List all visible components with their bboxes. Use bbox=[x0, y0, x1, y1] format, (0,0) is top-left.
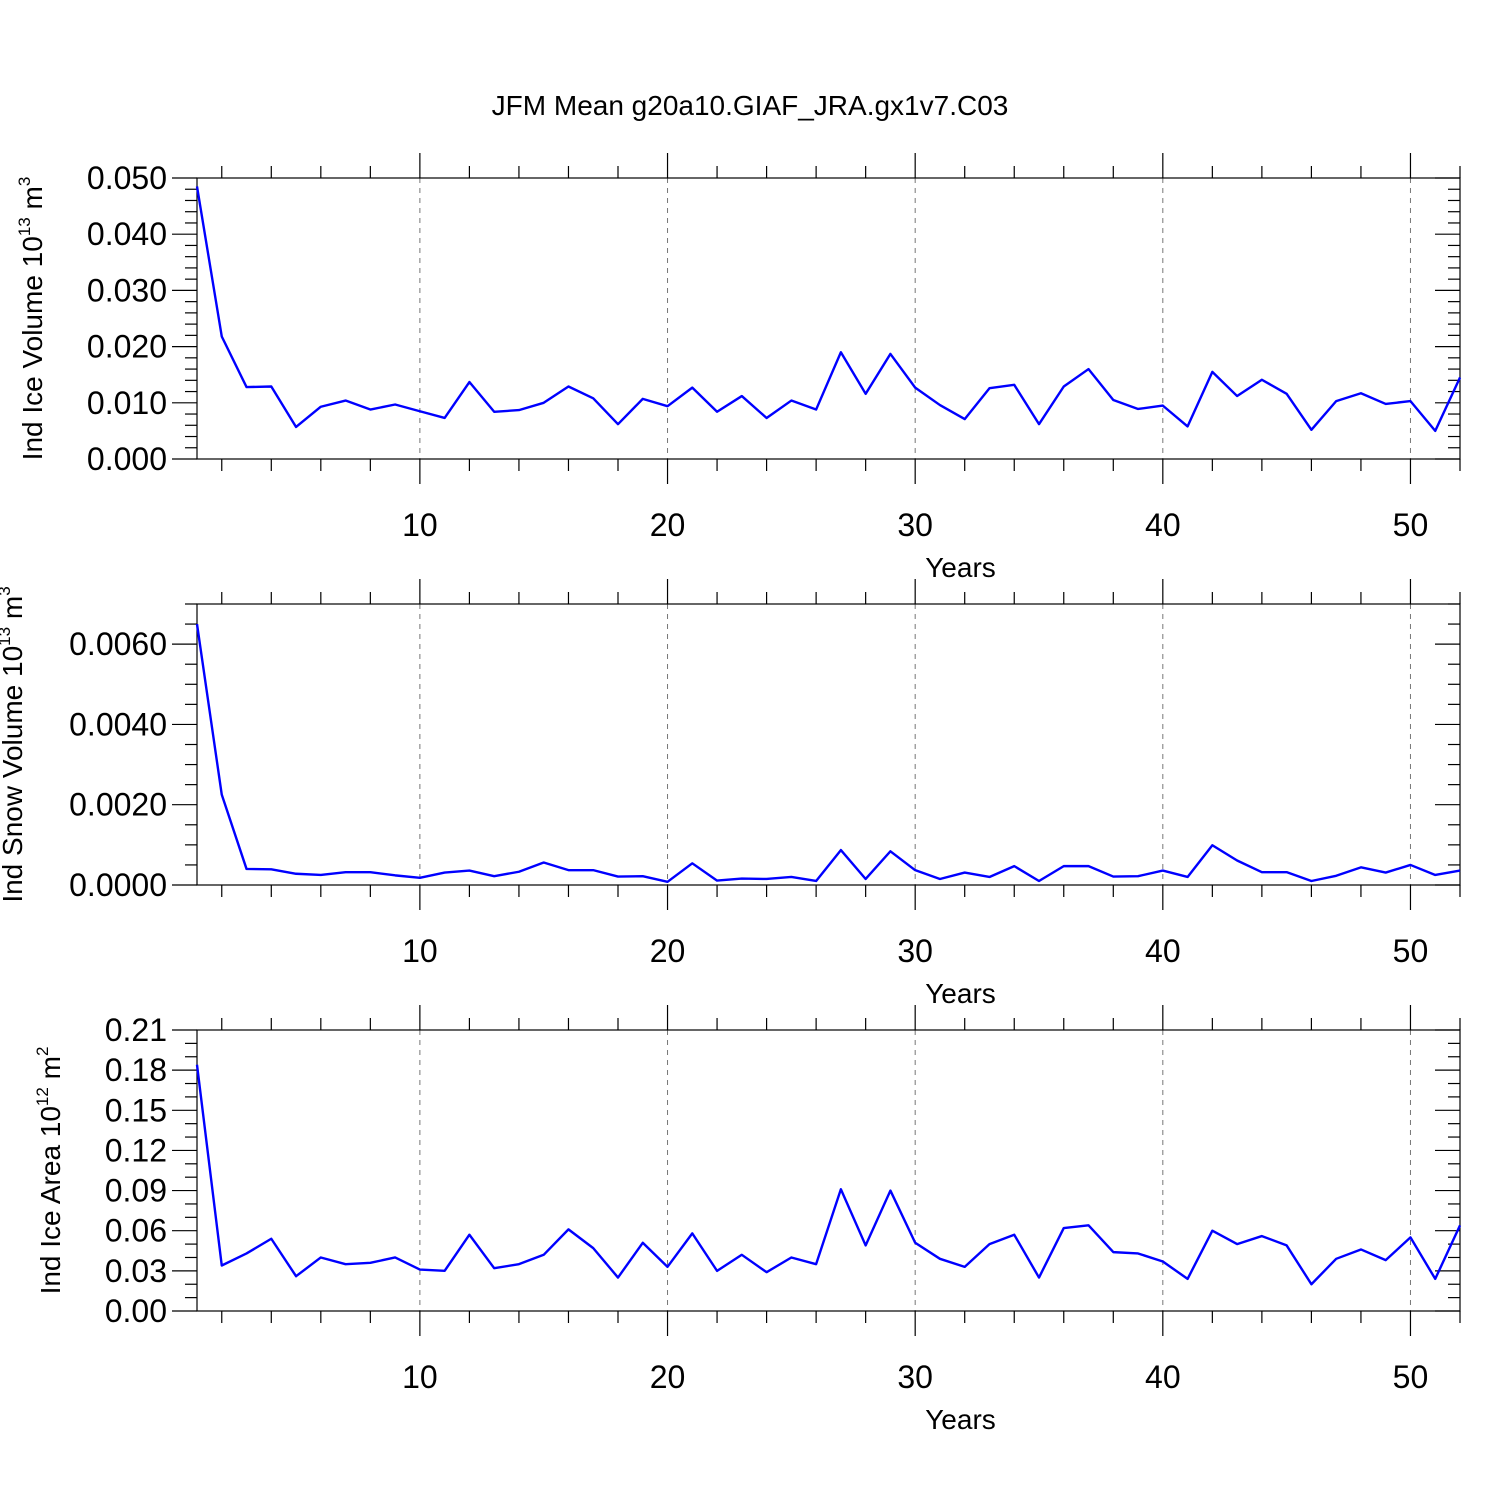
ice-area-y-tick-label-7: 0.21 bbox=[105, 1012, 167, 1048]
ice-volume-series-line-0 bbox=[195, 186, 1462, 433]
ice-area-x-axis-label: Years bbox=[925, 1404, 996, 1435]
ice-volume-y-tick-label-3: 0.030 bbox=[87, 272, 167, 308]
snow-volume-y-tick-label-3: 0.0060 bbox=[69, 626, 167, 662]
ice-volume-x-tick-label-0: 10 bbox=[402, 507, 438, 543]
snow-volume-x-axis-label: Years bbox=[925, 978, 996, 1009]
ice-area-y-tick-label-5: 0.15 bbox=[105, 1092, 167, 1128]
ice-area-x-tick-label-3: 40 bbox=[1145, 1359, 1181, 1395]
ice-volume-y-tick-label-4: 0.040 bbox=[87, 216, 167, 252]
snow-volume-y-axis-label: Ind Snow Volume 1013 m3 bbox=[0, 586, 28, 902]
snow-volume-x-tick-label-3: 40 bbox=[1145, 933, 1181, 969]
snow-volume-series-line-0 bbox=[195, 623, 1461, 883]
ice-volume-x-tick-label-1: 20 bbox=[650, 507, 686, 543]
ice-volume-y-tick-label-5: 0.050 bbox=[87, 160, 167, 196]
ice-area-y-tick-label-2: 0.06 bbox=[105, 1213, 167, 1249]
snow-volume-x-tick-label-2: 30 bbox=[897, 933, 933, 969]
ice-area-y-tick-label-1: 0.03 bbox=[105, 1253, 167, 1289]
ice-volume-y-tick-label-0: 0.000 bbox=[87, 441, 167, 477]
ice-volume-x-tick-label-4: 50 bbox=[1393, 507, 1429, 543]
snow-volume-x-tick-label-0: 10 bbox=[402, 933, 438, 969]
chart-title: JFM Mean g20a10.GIAF_JRA.gx1v7.C03 bbox=[492, 90, 1009, 121]
snow-volume-y-tick-label-2: 0.0040 bbox=[69, 706, 167, 742]
snow-volume-y-tick-label-0: 0.0000 bbox=[69, 867, 167, 903]
ice-volume-y-axis-label: Ind Ice Volume 1013 m3 bbox=[15, 177, 48, 461]
ice-area-y-tick-label-6: 0.18 bbox=[105, 1052, 167, 1088]
ice-volume-y-tick-label-2: 0.020 bbox=[87, 329, 167, 365]
ice-volume-x-axis-label: Years bbox=[925, 552, 996, 583]
ice-area-x-tick-label-2: 30 bbox=[897, 1359, 933, 1395]
snow-volume-y-tick-label-1: 0.0020 bbox=[69, 787, 167, 823]
ice-area-x-tick-label-0: 10 bbox=[402, 1359, 438, 1395]
ice-area-plot-frame bbox=[196, 1029, 1461, 1312]
panel-ice-area: 0.00 0.03 0.06 0.09 0.12 0.15 0.18 0.21 10 20 30 40… bbox=[33, 1005, 1462, 1435]
ice-volume-y-tick-label-1: 0.010 bbox=[87, 385, 167, 421]
ice-area-x-tick-label-1: 20 bbox=[650, 1359, 686, 1395]
ice-volume-plot-frame bbox=[196, 177, 1461, 460]
ice-area-y-tick-label-3: 0.09 bbox=[105, 1173, 167, 1209]
ice-area-series-line-0 bbox=[195, 1064, 1462, 1286]
ice-area-y-axis-label: Ind Ice Area 1012 m2 bbox=[33, 1047, 66, 1295]
ice-volume-x-tick-label-3: 40 bbox=[1145, 507, 1181, 543]
ice-area-x-tick-label-4: 50 bbox=[1393, 1359, 1429, 1395]
panel-snow-volume: 0.0000 0.0020 0.0040 0.0060 10 20 30 40 50 Years I… bbox=[0, 579, 1461, 1009]
snow-volume-x-tick-label-4: 50 bbox=[1393, 933, 1429, 969]
ice-area-y-tick-label-0: 0.00 bbox=[105, 1293, 167, 1329]
ice-area-y-tick-label-4: 0.12 bbox=[105, 1132, 167, 1168]
ice-volume-x-tick-label-2: 30 bbox=[897, 507, 933, 543]
snow-volume-plot-frame bbox=[196, 603, 1461, 886]
snow-volume-x-tick-label-1: 20 bbox=[650, 933, 686, 969]
panel-ice-volume: 0.000 0.010 0.020 0.030 0.040 0.050 10 20 30 40 50… bbox=[15, 153, 1462, 583]
